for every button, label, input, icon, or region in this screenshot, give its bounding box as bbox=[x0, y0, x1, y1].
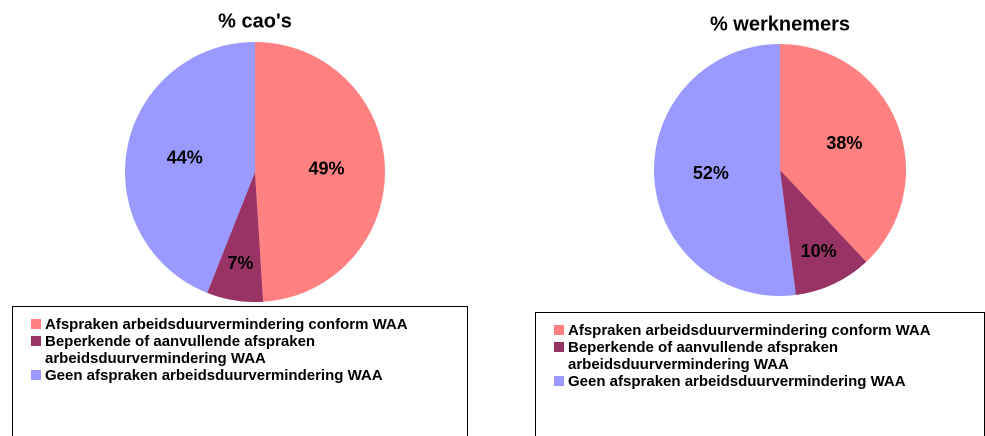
legend-swatch bbox=[554, 325, 564, 335]
data-label: 52% bbox=[693, 163, 729, 183]
legend-swatch bbox=[554, 376, 564, 386]
legend: Afspraken arbeidsduurvermindering confor… bbox=[535, 312, 985, 436]
legend-label: Beperkende of aanvullende afspraken arbe… bbox=[568, 339, 839, 373]
pie-slice bbox=[207, 172, 264, 302]
legend-entry: Afspraken arbeidsduurvermindering confor… bbox=[31, 316, 421, 333]
legend: Afspraken arbeidsduurvermindering confor… bbox=[12, 306, 468, 436]
legend-swatch bbox=[31, 370, 41, 380]
legend-entry: Geen afspraken arbeidsduurvermindering W… bbox=[554, 373, 938, 390]
legend-swatch bbox=[31, 336, 41, 346]
legend-entry: Afspraken arbeidsduurvermindering confor… bbox=[554, 322, 938, 339]
legend-label: Afspraken arbeidsduurvermindering confor… bbox=[45, 316, 408, 333]
legend-entry: Geen afspraken arbeidsduurvermindering W… bbox=[31, 367, 421, 384]
data-label: 7% bbox=[227, 253, 253, 273]
legend-entry: Beperkende of aanvullende afspraken arbe… bbox=[31, 333, 421, 367]
legend-label: Geen afspraken arbeidsduurvermindering W… bbox=[568, 373, 906, 390]
pie-slice bbox=[780, 170, 867, 296]
pie-slice bbox=[780, 44, 907, 262]
data-label: 38% bbox=[826, 133, 862, 153]
chart-title: % werknemers bbox=[710, 13, 850, 35]
legend-swatch bbox=[554, 342, 564, 352]
pie-slice bbox=[255, 42, 385, 302]
data-label: 49% bbox=[308, 159, 344, 179]
pie-slice bbox=[125, 42, 255, 293]
legend-label: Geen afspraken arbeidsduurvermindering W… bbox=[45, 367, 383, 384]
data-label: 44% bbox=[167, 147, 203, 167]
legend-label: Afspraken arbeidsduurvermindering confor… bbox=[568, 322, 931, 339]
legend-entry: Beperkende of aanvullende afspraken arbe… bbox=[554, 339, 938, 373]
pie-slice bbox=[654, 44, 796, 296]
legend-swatch bbox=[31, 319, 41, 329]
data-label: 10% bbox=[801, 241, 837, 261]
legend-label: Beperkende of aanvullende afspraken arbe… bbox=[45, 333, 316, 367]
chart-title: % cao's bbox=[218, 10, 292, 32]
